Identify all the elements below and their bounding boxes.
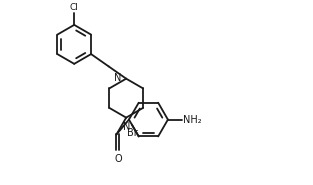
Text: N: N xyxy=(114,73,121,83)
Text: N: N xyxy=(123,122,131,132)
Text: O: O xyxy=(115,154,122,164)
Text: Cl: Cl xyxy=(70,3,79,12)
Text: Br: Br xyxy=(126,127,137,138)
Text: NH₂: NH₂ xyxy=(182,115,201,125)
